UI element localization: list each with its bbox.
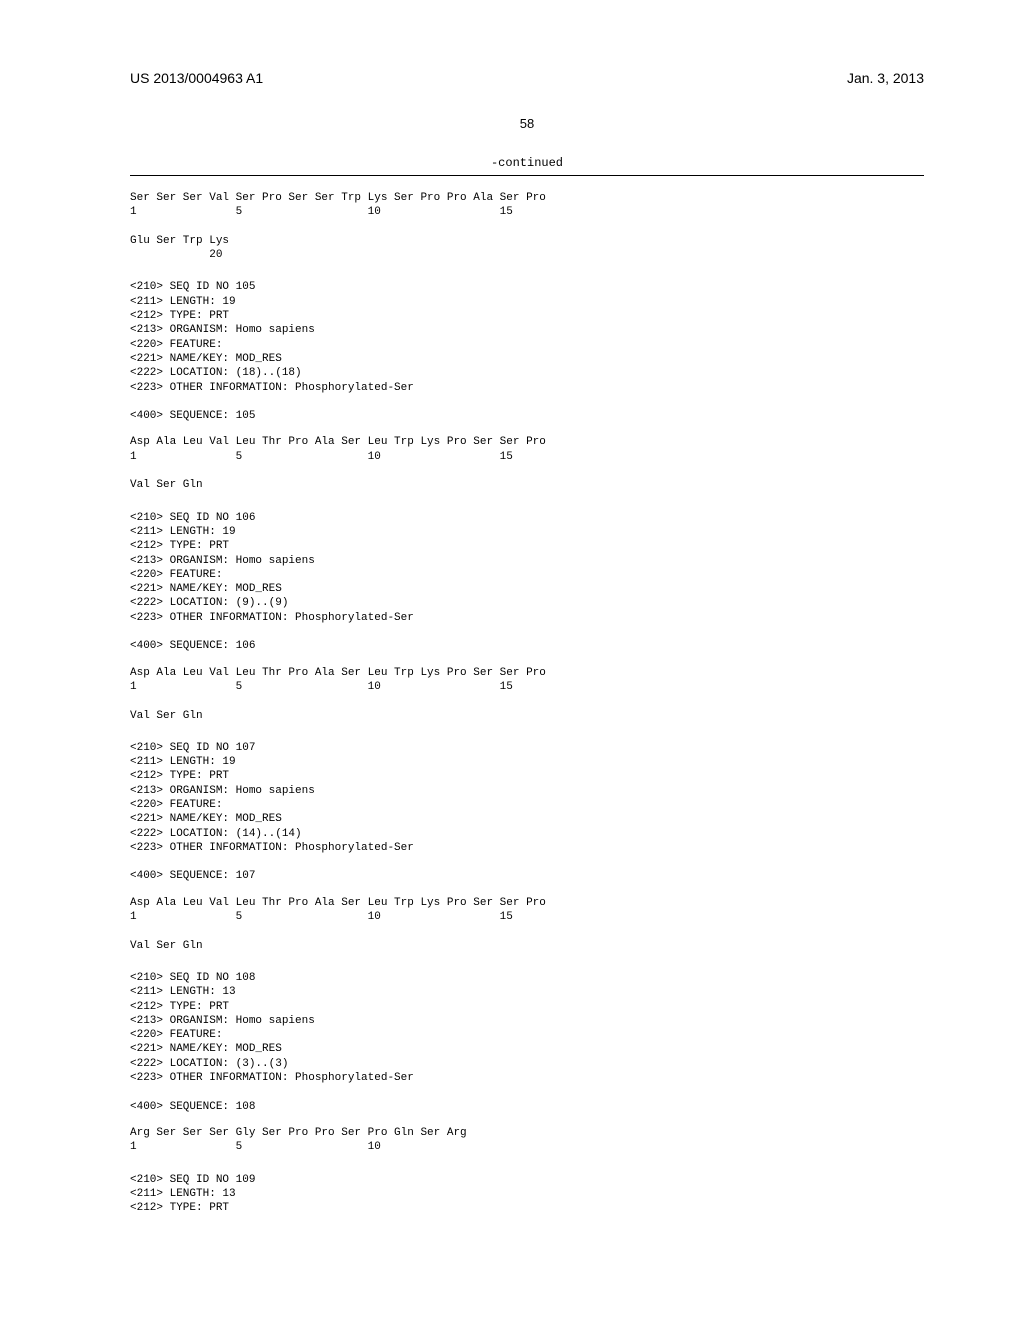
page-container: US 2013/0004963 A1 Jan. 3, 2013 58 -cont… (0, 0, 1024, 1267)
sequence-107-meta: <210> SEQ ID NO 107 <211> LENGTH: 19 <21… (130, 741, 924, 884)
seq-nums: 1 5 10 15 (130, 451, 513, 463)
seq-line: Ser Ser Ser Val Ser Pro Ser Ser Trp Lys … (130, 192, 546, 204)
seq-line: Asp Ala Leu Val Leu Thr Pro Ala Ser Leu … (130, 897, 546, 909)
seq-line: Val Ser Gln (130, 479, 203, 491)
sequence-109-meta: <210> SEQ ID NO 109 <211> LENGTH: 13 <21… (130, 1173, 924, 1216)
sequence-106-meta: <210> SEQ ID NO 106 <211> LENGTH: 19 <21… (130, 511, 924, 654)
seq-line: Asp Ala Leu Val Leu Thr Pro Ala Ser Leu … (130, 667, 546, 679)
sequence-107-body: Asp Ala Leu Val Leu Thr Pro Ala Ser Leu … (130, 896, 924, 953)
seq-line: Asp Ala Leu Val Leu Thr Pro Ala Ser Leu … (130, 436, 546, 448)
page-number: 58 (130, 116, 924, 131)
sequence-105-meta: <210> SEQ ID NO 105 <211> LENGTH: 19 <21… (130, 280, 924, 423)
sequence-108-body: Arg Ser Ser Ser Gly Ser Pro Pro Ser Pro … (130, 1126, 924, 1155)
page-header: US 2013/0004963 A1 Jan. 3, 2013 (130, 70, 924, 86)
publication-number: US 2013/0004963 A1 (130, 70, 263, 86)
sequence-108-meta: <210> SEQ ID NO 108 <211> LENGTH: 13 <21… (130, 971, 924, 1114)
publication-date: Jan. 3, 2013 (847, 70, 924, 86)
seq-nums: 1 5 10 (130, 1141, 381, 1153)
seq-nums: 1 5 10 15 (130, 911, 513, 923)
sequence-106-body: Asp Ala Leu Val Leu Thr Pro Ala Ser Leu … (130, 666, 924, 723)
seq-nums: 1 5 10 15 (130, 206, 513, 218)
seq-line: Glu Ser Trp Lys (130, 235, 229, 247)
seq-line: Arg Ser Ser Ser Gly Ser Pro Pro Ser Pro … (130, 1127, 467, 1139)
sequence-104-body: Ser Ser Ser Val Ser Pro Ser Ser Trp Lys … (130, 191, 924, 262)
continued-label: -continued (130, 156, 924, 170)
seq-line: Val Ser Gln (130, 940, 203, 952)
divider-line (130, 175, 924, 176)
seq-nums: 20 (130, 249, 222, 261)
seq-line: Val Ser Gln (130, 710, 203, 722)
sequence-105-body: Asp Ala Leu Val Leu Thr Pro Ala Ser Leu … (130, 435, 924, 492)
seq-nums: 1 5 10 15 (130, 681, 513, 693)
